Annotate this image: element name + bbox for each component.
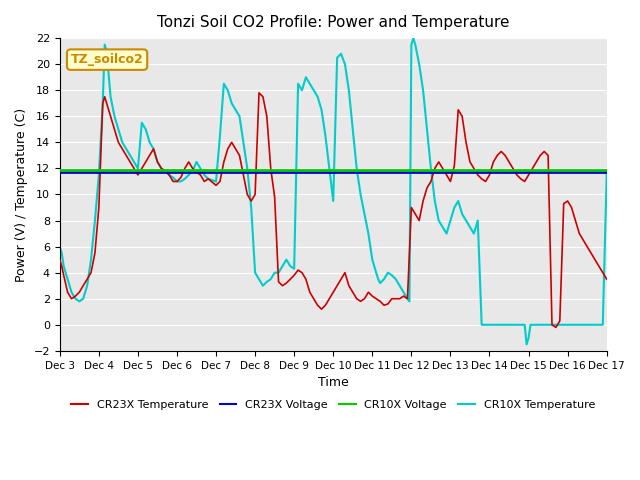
Title: Tonzi Soil CO2 Profile: Power and Temperature: Tonzi Soil CO2 Profile: Power and Temper… — [157, 15, 509, 30]
Y-axis label: Power (V) / Temperature (C): Power (V) / Temperature (C) — [15, 108, 28, 282]
Text: TZ_soilco2: TZ_soilco2 — [70, 53, 143, 66]
Legend: CR23X Temperature, CR23X Voltage, CR10X Voltage, CR10X Temperature: CR23X Temperature, CR23X Voltage, CR10X … — [67, 395, 600, 414]
X-axis label: Time: Time — [318, 376, 349, 389]
